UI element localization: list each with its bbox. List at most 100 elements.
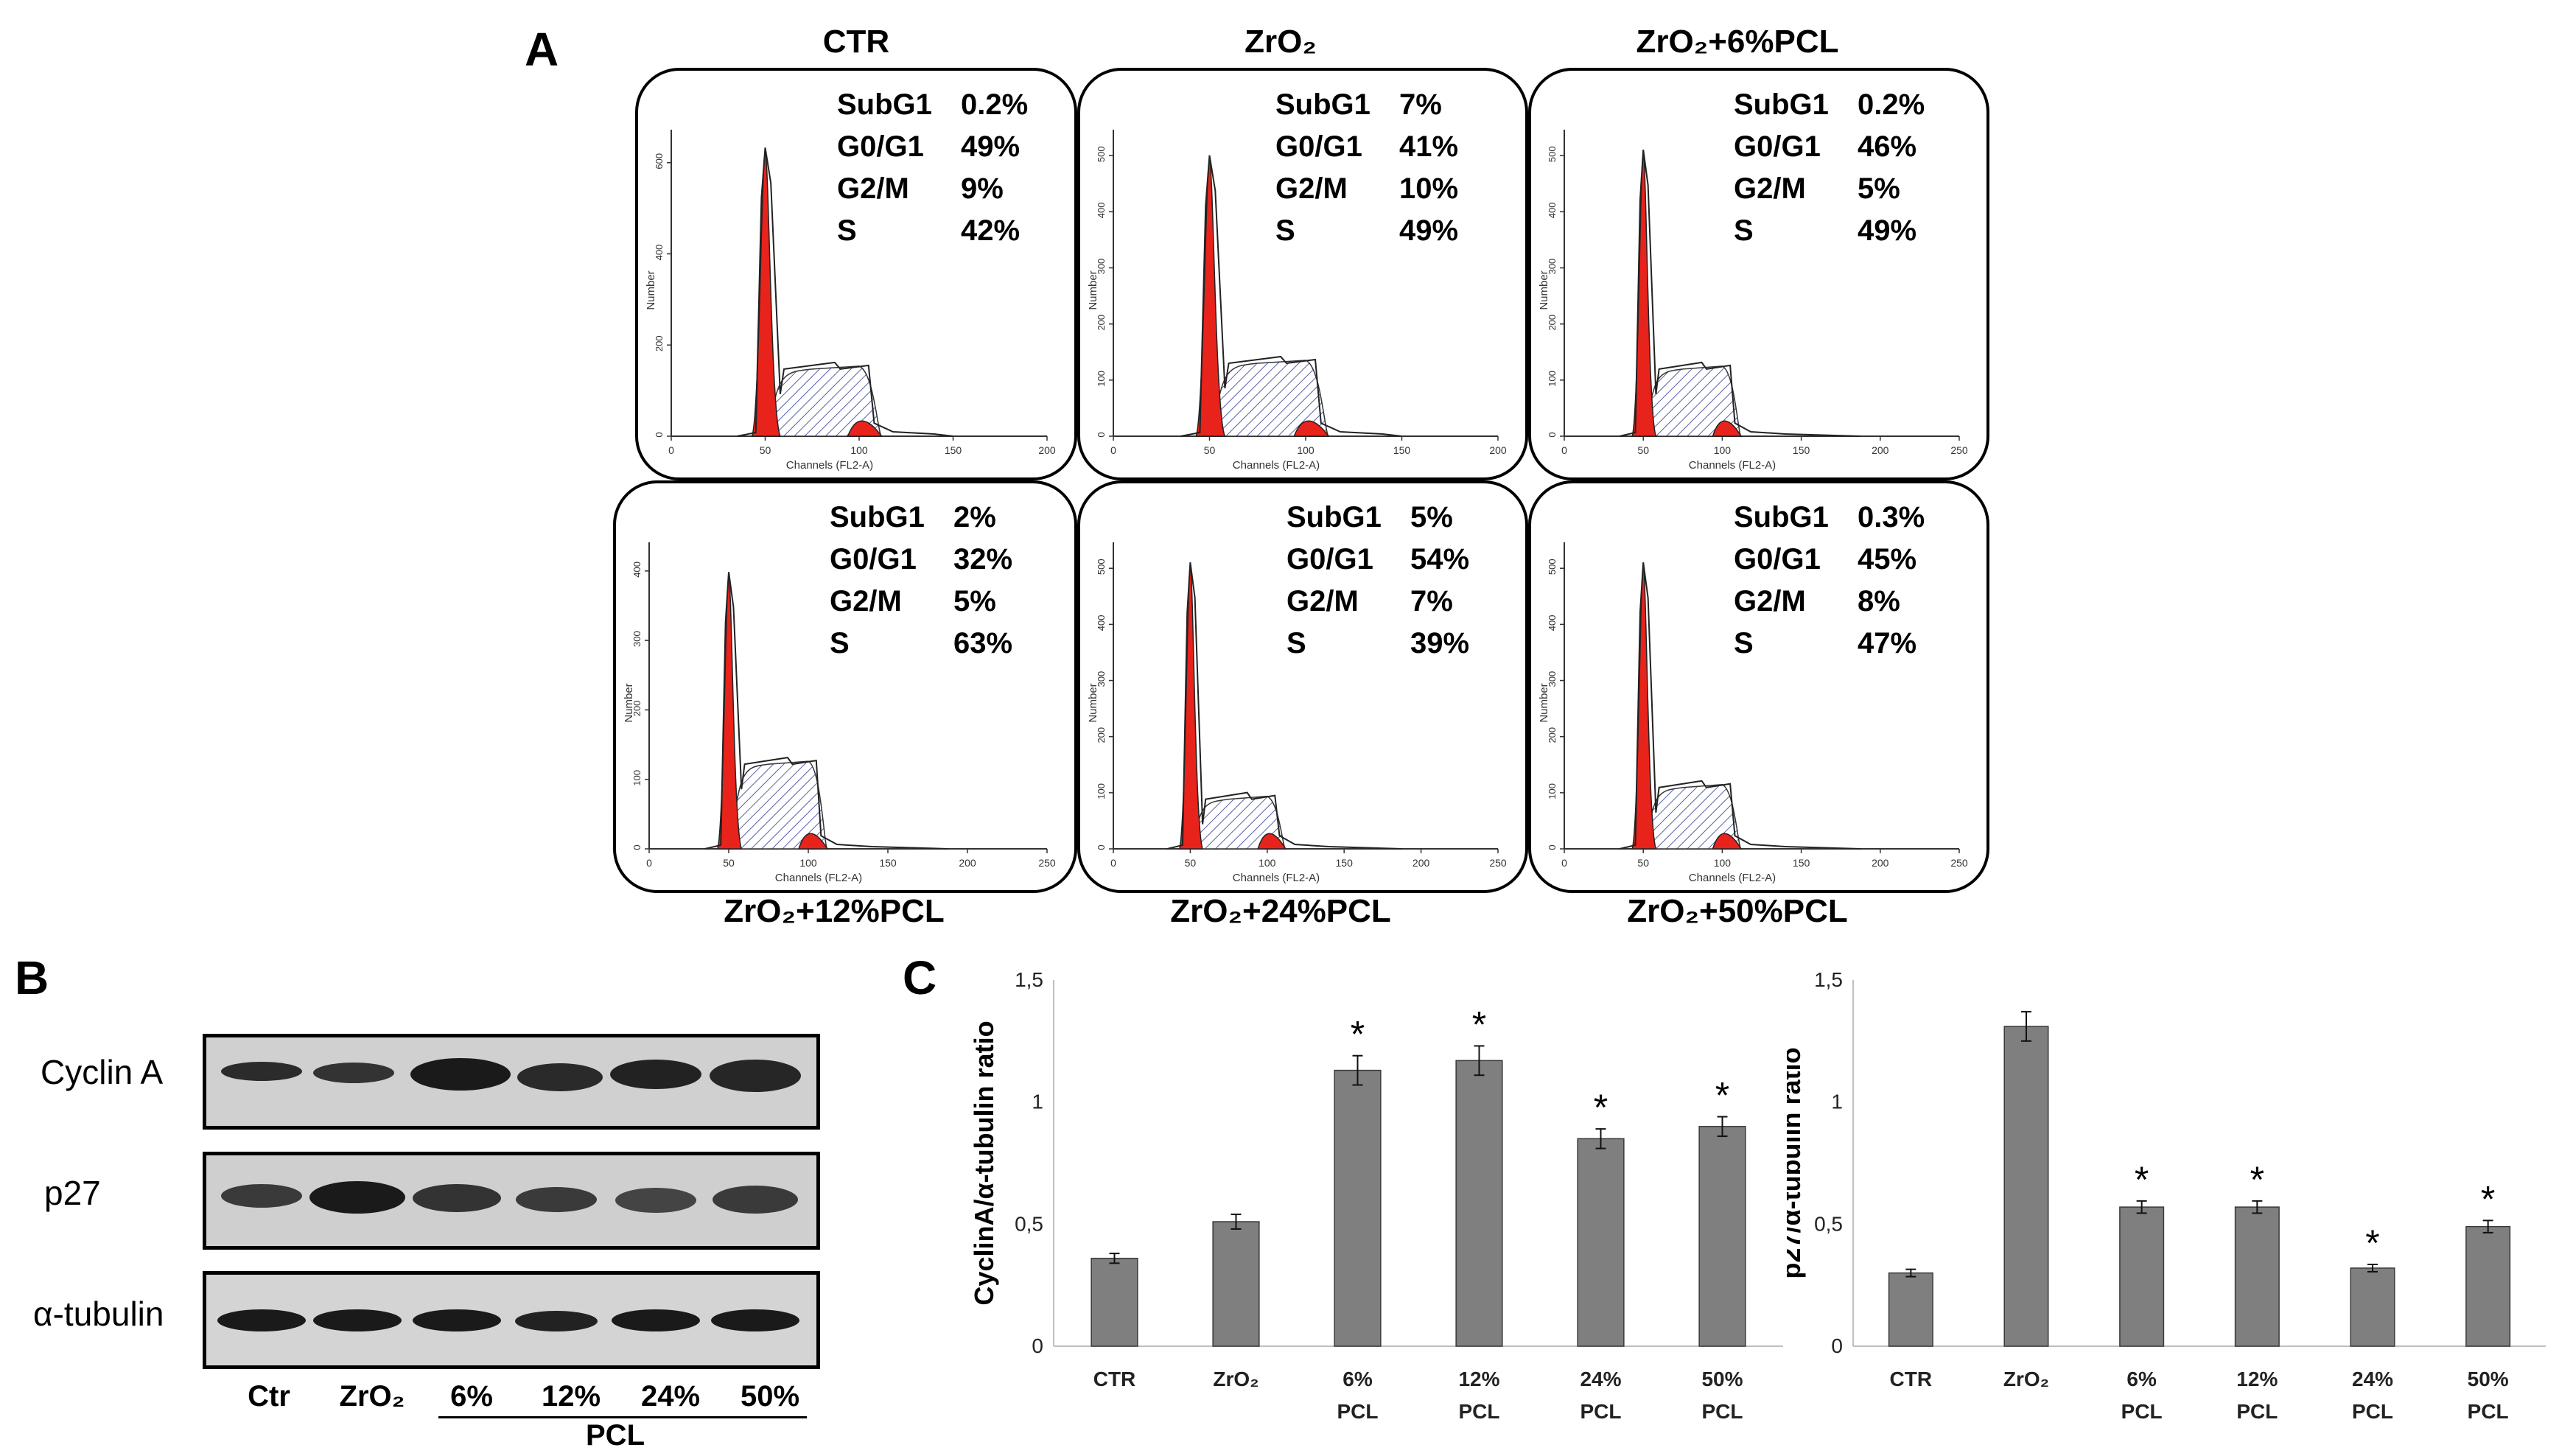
x-tick-label: 200 bbox=[1872, 857, 1889, 869]
histogram-24pcl: 0 50 100 150 200 250 0 100 200 300 400 500 Channels … bbox=[1087, 542, 1507, 884]
x-tick-label: 12% bbox=[2236, 1368, 2278, 1390]
x-tick-label: 50% bbox=[1701, 1368, 1743, 1390]
x-axis-label: Channels (FL2-A) bbox=[786, 459, 873, 472]
stat-value: 5% bbox=[953, 585, 996, 617]
x-tick-label: 200 bbox=[1872, 444, 1889, 456]
x-tick-label: 200 bbox=[1038, 444, 1056, 456]
band bbox=[313, 1309, 402, 1331]
histogram-6pcl: 0 50 100 150 200 250 0 100 200 300 400 500 Channels … bbox=[1538, 130, 1968, 472]
x-tick-label: 100 bbox=[1297, 444, 1314, 456]
panel-label-c: C bbox=[903, 951, 937, 1004]
y-tick-label: 400 bbox=[1547, 615, 1558, 631]
fc-title-24pcl: ZrO₂+24%PCL bbox=[1170, 893, 1391, 929]
wb-lane-24: 24% bbox=[640, 1380, 701, 1413]
stat-value: 45% bbox=[1858, 543, 1917, 575]
y-tick-label: 600 bbox=[654, 153, 665, 169]
g2m-peak bbox=[1257, 833, 1287, 850]
histogram-envelope bbox=[1619, 150, 1861, 437]
stat-value: 42% bbox=[961, 214, 1021, 247]
s-phase-area bbox=[1192, 795, 1286, 850]
histogram-zro2: 0 50 100 150 200 0 100 200 300 400 500 Channels (FL… bbox=[1087, 130, 1507, 472]
y-tick-label: 400 bbox=[654, 245, 665, 261]
y-axis-label: CyclinA/α-tubulin ratio bbox=[969, 1021, 999, 1305]
x-tick-label: 12% bbox=[1458, 1368, 1499, 1390]
y-axis-label: Number bbox=[645, 270, 657, 309]
y-axis-label: p27/α-tubulin ratio bbox=[1787, 1047, 1806, 1278]
band bbox=[221, 1184, 302, 1208]
stat-phase: G0/G1 bbox=[830, 543, 917, 575]
x-tick-label: 50 bbox=[1637, 444, 1649, 456]
band bbox=[515, 1311, 598, 1331]
y-tick-label: 1,5 bbox=[1015, 968, 1043, 991]
y-axis-label: Number bbox=[1538, 270, 1550, 309]
wb-group-pcl: PCL bbox=[586, 1419, 645, 1452]
stat-value: 49% bbox=[961, 130, 1021, 163]
stat-value: 7% bbox=[1410, 585, 1453, 617]
x-tick-label: 100 bbox=[1714, 444, 1732, 456]
y-axis-label: Number bbox=[1087, 270, 1099, 309]
stat-phase: G0/G1 bbox=[1734, 543, 1821, 575]
bar bbox=[1334, 1069, 1382, 1347]
y-tick-label: 500 bbox=[1096, 146, 1107, 162]
band bbox=[612, 1309, 700, 1331]
bar bbox=[1698, 1126, 1746, 1347]
histogram-12pcl: 0 50 100 150 200 250 0 100 200 300 400 Channels (FL… bbox=[623, 542, 1056, 884]
bar bbox=[1577, 1138, 1625, 1347]
x-tick-label: 0 bbox=[1110, 857, 1116, 869]
bar bbox=[1091, 1257, 1138, 1347]
x-tick-label: 0 bbox=[1110, 444, 1116, 456]
x-tick-label: 150 bbox=[1336, 857, 1354, 869]
stat-phase: SubG1 bbox=[837, 88, 932, 121]
y-tick-label: 0 bbox=[1096, 432, 1107, 437]
blot-bands-cyclin-a bbox=[221, 1058, 801, 1092]
wb-lane-6: 6% bbox=[450, 1380, 493, 1413]
x-tick-label: 250 bbox=[1038, 857, 1056, 869]
fc-panel-6pcl: 0 50 100 150 200 250 0 100 200 300 400 500 Channels … bbox=[1528, 68, 1989, 480]
pcl-underline bbox=[438, 1416, 807, 1418]
stat-value: 39% bbox=[1410, 627, 1470, 659]
histogram-ctr: 0 50 100 150 200 0 200 400 600 Channels (FL2-A) Nu… bbox=[645, 130, 1056, 472]
y-tick-label: 300 bbox=[1096, 671, 1107, 687]
y-tick-label: 0 bbox=[1831, 1334, 1843, 1357]
g2m-peak bbox=[1712, 420, 1743, 437]
y-tick-label: 400 bbox=[631, 561, 643, 578]
stat-value: 5% bbox=[1858, 172, 1900, 205]
stat-value: 63% bbox=[953, 627, 1013, 659]
stat-value: 0.2% bbox=[961, 88, 1029, 121]
x-tick-label: 0 bbox=[668, 444, 674, 456]
histogram-envelope bbox=[737, 147, 953, 437]
fc-panel-zro2: 0 50 100 150 200 0 100 200 300 400 500 Channels (FL… bbox=[1077, 68, 1528, 480]
x-tick-label: CTR bbox=[1890, 1368, 1933, 1390]
blot-alpha-tubulin bbox=[203, 1271, 820, 1369]
x-tick-label: 6% bbox=[1342, 1368, 1373, 1390]
bar bbox=[2234, 1206, 2280, 1347]
significance-marker: * bbox=[2250, 1159, 2264, 1200]
x-tick-label: ZrO₂ bbox=[2003, 1368, 2049, 1390]
stat-phase: SubG1 bbox=[1275, 88, 1370, 121]
x-tick-label: PCL bbox=[1580, 1400, 1622, 1423]
x-tick-label: 150 bbox=[945, 444, 962, 456]
fc-title-ctr: CTR bbox=[822, 24, 890, 60]
y-tick-label: 400 bbox=[1096, 203, 1107, 219]
band bbox=[221, 1062, 302, 1081]
significance-marker: * bbox=[1351, 1014, 1365, 1055]
x-tick-label: 100 bbox=[1259, 857, 1276, 869]
y-tick-label: 400 bbox=[1547, 203, 1558, 219]
y-tick-label: 200 bbox=[1096, 315, 1107, 331]
significance-marker: * bbox=[1594, 1087, 1608, 1128]
band bbox=[410, 1058, 511, 1091]
bar bbox=[2119, 1206, 2165, 1347]
histogram-envelope bbox=[1180, 155, 1402, 437]
y-tick-label: 200 bbox=[1547, 727, 1558, 743]
stat-phase: G2/M bbox=[830, 585, 902, 617]
y-tick-label: 0 bbox=[654, 432, 665, 437]
x-tick-label: PCL bbox=[2236, 1400, 2278, 1423]
histogram-50pcl: 0 50 100 150 200 250 0 100 200 300 400 500 Channels … bbox=[1538, 542, 1968, 884]
bar bbox=[2350, 1267, 2395, 1347]
stat-phase: SubG1 bbox=[1286, 501, 1382, 533]
x-tick-label: ZrO₂ bbox=[1213, 1368, 1259, 1390]
x-tick-label: 250 bbox=[1950, 857, 1968, 869]
y-tick-label: 100 bbox=[1547, 371, 1558, 387]
stat-value: 2% bbox=[953, 501, 996, 533]
band bbox=[413, 1309, 501, 1331]
